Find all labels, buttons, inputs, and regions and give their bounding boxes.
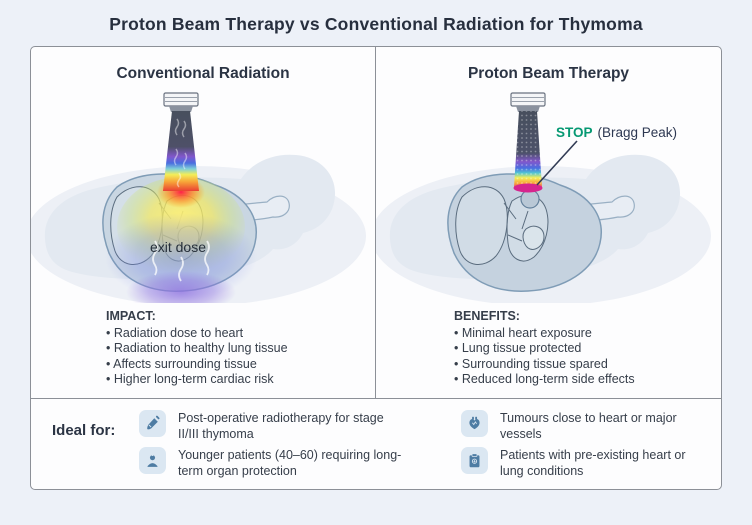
benefit-item: Surrounding tissue spared	[454, 357, 704, 373]
panel-proton-beam-therapy: Proton Beam Therapy	[376, 47, 721, 398]
bragg-peak-tip	[513, 183, 543, 193]
panel-conventional-header: Conventional Radiation	[116, 65, 290, 82]
conventional-radiation-illustration: exit dose	[31, 92, 366, 303]
stop-pointer-line	[536, 140, 578, 186]
benefit-item: Minimal heart exposure	[454, 326, 704, 342]
tumour-target	[520, 189, 540, 209]
heart-icon	[461, 410, 488, 437]
proton-beam	[513, 111, 543, 193]
page-title: Proton Beam Therapy vs Conventional Radi…	[109, 14, 643, 34]
ideal-for-item-text: Younger patients (40–60) requiring long-…	[178, 448, 402, 478]
comparison-panels: Conventional Radiation	[31, 47, 721, 398]
ideal-for-item-preexisting-conditions: Patients with pre-existing heart or lung…	[461, 447, 691, 479]
impact-item: Radiation to healthy lung tissue	[106, 341, 356, 357]
patient-icon	[139, 447, 166, 474]
panel-conventional-radiation: Conventional Radiation	[31, 47, 376, 398]
ideal-for-item-text: Tumours close to heart or major vessels	[500, 411, 677, 441]
ideal-for-item-younger-patients: Younger patients (40–60) requiring long-…	[139, 447, 414, 479]
ideal-for-item-postoperative: Post-operative radiotherapy for stage II…	[139, 410, 394, 442]
impact-item: Affects surrounding tissue	[106, 357, 356, 373]
ideal-for-item-text: Post-operative radiotherapy for stage II…	[178, 411, 384, 441]
benefits-list: Minimal heart exposure Lung tissue prote…	[454, 326, 704, 388]
beam-nozzle	[510, 92, 546, 112]
lungs-outline	[455, 186, 549, 265]
benefit-item: Reduced long-term side effects	[454, 372, 704, 388]
exit-dose-label: exit dose	[150, 239, 206, 255]
radiation-beam	[163, 111, 199, 191]
ideal-for-item-text: Patients with pre-existing heart or lung…	[500, 448, 686, 478]
beam-nozzle	[163, 92, 199, 112]
impact-item: Radiation dose to heart	[106, 326, 356, 342]
stop-bragg-peak-label: STOP (Bragg Peak)	[556, 125, 677, 140]
ideal-for-label: Ideal for:	[52, 422, 116, 439]
benefits-info: BENEFITS: Minimal heart exposure Lung ti…	[454, 309, 704, 388]
benefit-item: Lung tissue protected	[454, 341, 704, 357]
comparison-card: Conventional Radiation	[30, 46, 722, 490]
impact-list: Radiation dose to heart Radiation to hea…	[106, 326, 356, 388]
panel-proton-header: Proton Beam Therapy	[467, 65, 630, 82]
exit-rays	[152, 240, 210, 282]
scalpel-icon	[139, 410, 166, 437]
impact-item: Higher long-term cardiac risk	[106, 372, 356, 388]
ideal-for-item-tumours-near-heart: Tumours close to heart or major vessels	[461, 410, 691, 442]
benefits-heading: BENEFITS:	[454, 309, 520, 323]
ideal-for-section: Ideal for: Post-operative radiotherapy f…	[31, 398, 721, 489]
chest-region	[447, 173, 602, 292]
proton-beam-illustration: STOP (Bragg Peak)	[376, 92, 711, 303]
impact-heading: IMPACT:	[106, 309, 156, 323]
impact-info: IMPACT: Radiation dose to heart Radiatio…	[106, 309, 356, 388]
clipboard-icon	[461, 447, 488, 474]
